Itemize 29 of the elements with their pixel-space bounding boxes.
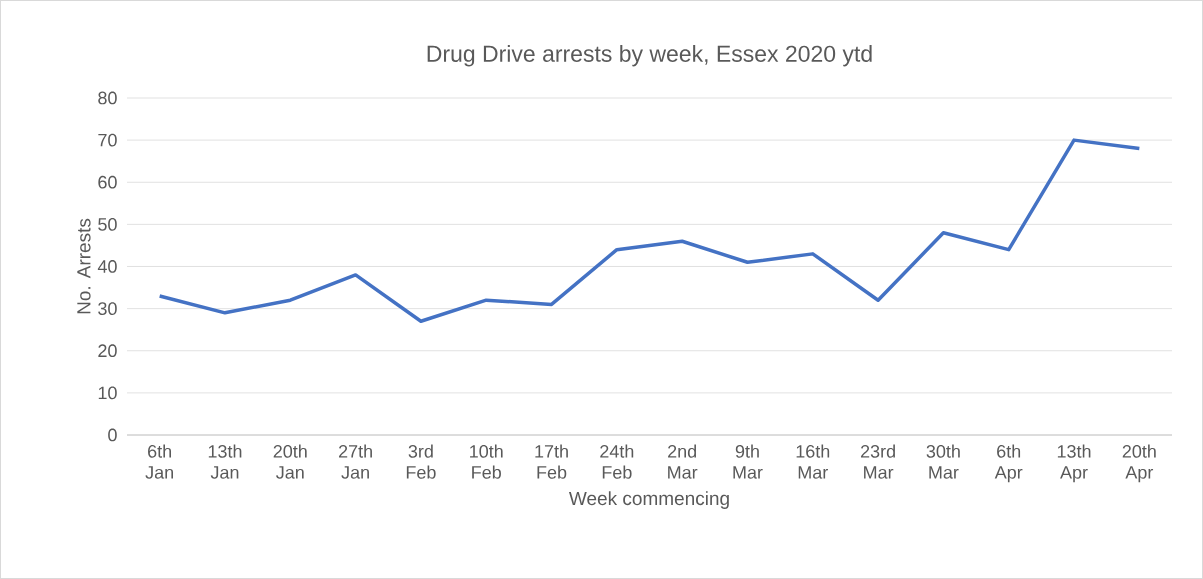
x-tick-label: 30th Mar: [926, 444, 960, 479]
y-tick-label: 50: [98, 217, 117, 231]
y-tick-label: 60: [98, 175, 117, 189]
x-tick-label: 24th Feb: [600, 444, 634, 479]
x-tick-label: 2nd Mar: [668, 444, 698, 479]
x-tick-label: 27th Jan: [338, 444, 372, 479]
y-tick-label: 0: [108, 428, 117, 442]
y-tick-label: 10: [98, 386, 117, 400]
y-tick-label: 70: [98, 133, 117, 147]
x-tick-label: 3rd Feb: [406, 444, 436, 479]
x-tick-label: 9th Mar: [733, 444, 763, 479]
x-axis-title: Week commencing: [568, 491, 729, 509]
y-tick-label: 80: [98, 91, 117, 105]
y-axis-title: No. Arrests: [77, 218, 91, 314]
x-tick-label: 17th Feb: [535, 444, 568, 479]
y-tick-label: 40: [97, 260, 117, 273]
y-tick-label: 30: [98, 302, 117, 315]
x-tick-label: 10th Feb: [470, 444, 503, 479]
y-tick-label: 20: [98, 344, 117, 358]
x-tick-label: 13th Jan: [208, 444, 242, 479]
x-tick-label: 16th Mar: [796, 444, 830, 479]
x-tick-label: 23rd Mar: [860, 444, 895, 479]
x-tick-label: 6th Apr: [994, 444, 1023, 483]
x-tick-label: 20th Jan: [273, 444, 307, 479]
x-tick-label: 6th Jan: [145, 444, 173, 479]
line-series: [157, 138, 1142, 324]
x-tick-label: 20th Apr: [1122, 444, 1156, 483]
x-tick-label: 13th Apr: [1057, 444, 1091, 483]
chart-title: Drug Drive arrests by week, Essex 2020 ytd: [427, 45, 872, 67]
